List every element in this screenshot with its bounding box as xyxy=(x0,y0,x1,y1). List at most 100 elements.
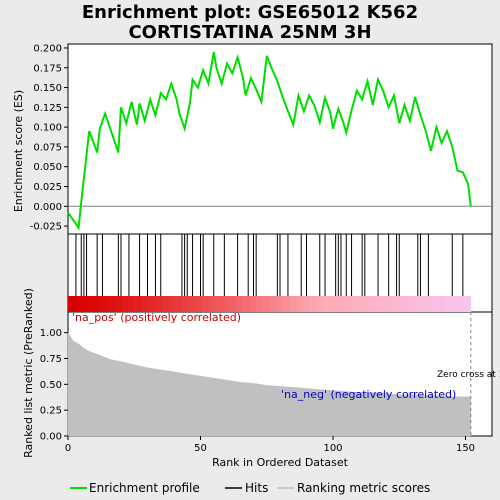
heatmap-cell xyxy=(437,296,445,312)
pos-correlated-label: 'na_pos' (positively correlated) xyxy=(72,311,241,324)
es-layer xyxy=(67,51,492,231)
heatmap-cell xyxy=(302,296,310,312)
heatmap-cell xyxy=(349,296,357,312)
rank-y-tick-label: 0.75 xyxy=(40,354,62,365)
heatmap-cell xyxy=(222,296,230,312)
heatmap-cell xyxy=(215,296,223,312)
es-y-axis-label: Enrichment score (ES) xyxy=(12,90,25,212)
heatmap-cell xyxy=(390,296,398,312)
x-tick-label: 150 xyxy=(456,443,475,454)
es-y-tick-label: 0.050 xyxy=(33,162,62,173)
heatmap-cell xyxy=(68,296,76,312)
es-y-tick-label: 0.000 xyxy=(33,202,62,213)
heatmap-cell xyxy=(430,296,438,312)
enrichment-profile-line xyxy=(67,51,472,231)
heatmap-cell xyxy=(155,296,163,312)
neg-correlated-label: 'na_neg' (negatively correlated) xyxy=(281,388,456,401)
es-y-tick-label: 0.125 xyxy=(33,103,62,114)
heatmap-cell xyxy=(182,296,190,312)
heatmap-cell xyxy=(316,296,324,312)
heatmap-cell xyxy=(262,296,270,312)
heatmap-cell xyxy=(135,296,143,312)
heatmap-cell xyxy=(108,296,116,312)
rank-y-tick-label: 0.25 xyxy=(40,406,62,417)
heatmap-cell xyxy=(457,296,465,312)
es-y-tick-label: 0.100 xyxy=(33,123,62,134)
heatmap-cell xyxy=(403,296,411,312)
heatmap-cell xyxy=(296,296,304,312)
chart-title-line-2: CORTISTATINA 25NM 3H xyxy=(128,22,372,43)
heatmap-cell xyxy=(141,296,149,312)
heatmap-cell xyxy=(289,296,297,312)
rank-layer xyxy=(67,312,472,437)
es-y-tick-label: 0.075 xyxy=(33,142,62,153)
heatmap-cell xyxy=(323,296,331,312)
es-y-tick-label: 0.025 xyxy=(33,182,62,193)
x-tick-label: 50 xyxy=(194,443,207,454)
heatmap-cell xyxy=(161,296,169,312)
heatmap-cell xyxy=(168,296,176,312)
heatmap-cell xyxy=(242,296,250,312)
rank-y-tick-label: 1.00 xyxy=(40,328,62,339)
heatmap-cell xyxy=(410,296,418,312)
heatmap-cell xyxy=(94,296,102,312)
legend: Enrichment profile Hits Ranking metric s… xyxy=(70,481,430,495)
heatmap-cell xyxy=(101,296,109,312)
heatmap-cell xyxy=(450,296,458,312)
heatmap-cell xyxy=(208,296,216,312)
heatmap-cell xyxy=(356,296,364,312)
heatmap-cell xyxy=(443,296,451,312)
heatmap-cell xyxy=(464,296,472,312)
zero-cross-label: Zero cross at 152 xyxy=(437,370,500,380)
heatmap-cell xyxy=(370,296,378,312)
heatmap-cell xyxy=(309,296,317,312)
heatmap-cell xyxy=(74,296,82,312)
heatmap-bar xyxy=(68,296,472,312)
heatmap-cell xyxy=(396,296,404,312)
heatmap-cell xyxy=(229,296,237,312)
heatmap-cell xyxy=(202,296,210,312)
heatmap-cell xyxy=(417,296,425,312)
heatmap-cell xyxy=(336,296,344,312)
es-y-tick-label: -0.025 xyxy=(30,222,62,233)
heatmap-cell xyxy=(148,296,156,312)
heatmap-cell xyxy=(276,296,284,312)
heatmap-cell xyxy=(188,296,196,312)
legend-hits-label: Hits xyxy=(245,481,268,495)
hits-layer xyxy=(75,234,464,296)
rank-y-axis-label: Ranked list metric (PreRanked) xyxy=(22,288,35,458)
heatmap-cell xyxy=(81,296,89,312)
es-panel xyxy=(67,43,493,235)
heatmap-cell xyxy=(114,296,123,312)
ranking-metric-area xyxy=(67,331,472,437)
heatmap-cell xyxy=(175,296,183,312)
heatmap-cell xyxy=(343,296,351,312)
heatmap-cell xyxy=(282,296,290,312)
heatmap-cell xyxy=(195,296,203,312)
es-y-tick-label: 0.175 xyxy=(33,63,62,74)
rank-y-tick-label: 0.50 xyxy=(40,380,62,391)
heatmap-cell xyxy=(363,296,371,312)
rank-y-tick-label: 0.00 xyxy=(40,432,62,443)
es-y-tick-label: 0.150 xyxy=(33,83,62,94)
heatmap-cell xyxy=(376,296,384,312)
chart-title-line-1: Enrichment plot: GSE65012 K562 xyxy=(81,2,419,23)
heatmap-cell xyxy=(121,296,129,312)
legend-profile-label: Enrichment profile xyxy=(89,481,200,495)
x-tick-label: 100 xyxy=(323,443,342,454)
x-axis-label: Rank in Ordered Dataset xyxy=(212,456,349,469)
legend-ranking-label: Ranking metric scores xyxy=(297,481,430,495)
x-tick-label: 0 xyxy=(65,443,71,454)
es-y-tick-label: 0.200 xyxy=(33,43,62,54)
heatmap-cell xyxy=(255,296,263,312)
axes-layer: -0.025 0.000 0.025 0.050 0.075 0.100 0.125 0.15… xyxy=(30,43,475,454)
heatmap-cell xyxy=(383,296,391,312)
heatmap-cell xyxy=(235,296,243,312)
heatmap-cell xyxy=(128,296,136,312)
heatmap-cell xyxy=(329,296,337,312)
heatmap-cell xyxy=(423,296,431,312)
heatmap-cell xyxy=(269,296,277,312)
heatmap-cell xyxy=(88,296,96,312)
heatmap-cell xyxy=(249,296,257,312)
